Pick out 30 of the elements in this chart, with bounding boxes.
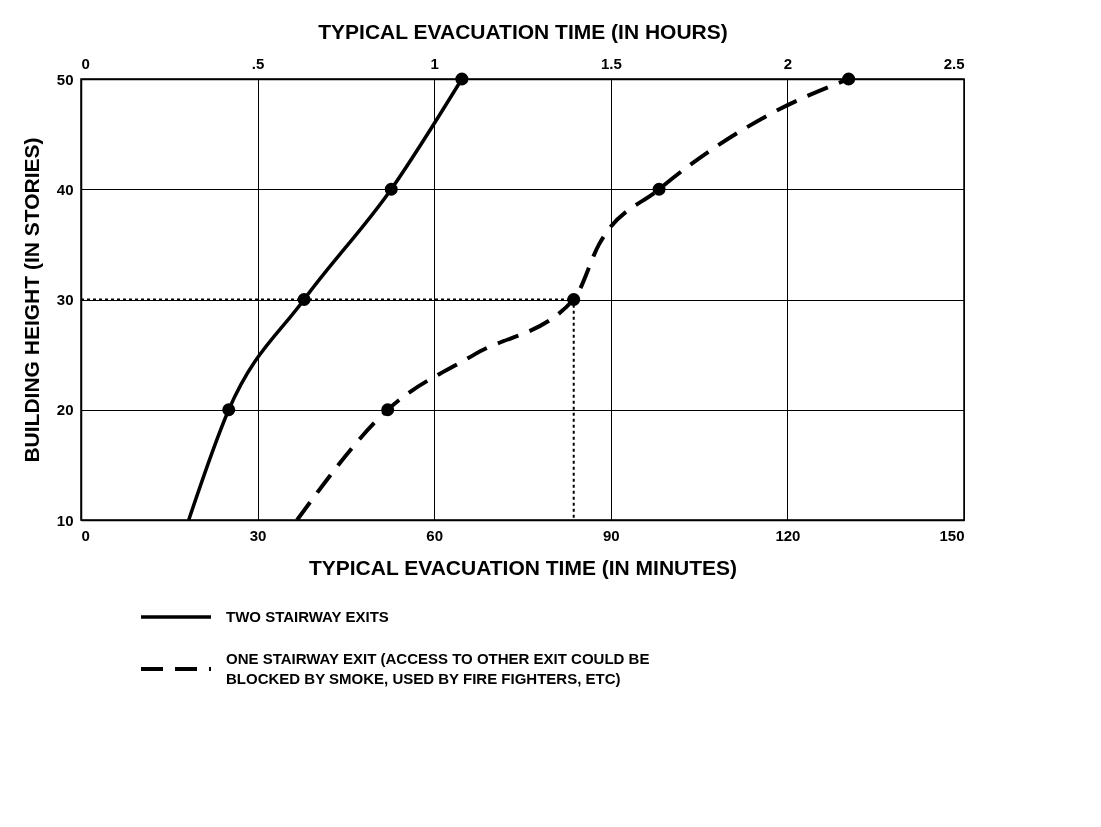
x-axis-title: TYPICAL EVACUATION TIME (IN MINUTES) [308, 555, 738, 579]
point [455, 72, 469, 86]
x-tick-label: 60 [426, 526, 444, 544]
y-tick-label: 20 [56, 401, 74, 419]
x2-tick-label: 2.5 [943, 54, 965, 72]
point [567, 292, 581, 307]
y-tick-label: 10 [56, 511, 74, 529]
x2-tick-label: 1 [430, 54, 439, 72]
x2-tick-label: 1.5 [600, 54, 622, 72]
x-tick-label: 150 [939, 526, 965, 544]
y-tick-label: 50 [56, 70, 74, 88]
point [384, 182, 398, 196]
legend-label: TWO STAIRWAY EXITS [226, 608, 389, 625]
x2-tick-label: 0 [81, 54, 90, 72]
point [652, 182, 666, 196]
x2-axis-title: TYPICAL EVACUATION TIME (IN HOURS) [318, 19, 728, 43]
y-tick-label: 30 [56, 291, 74, 308]
point [381, 403, 395, 417]
x-tick-label: 90 [602, 526, 620, 544]
point [297, 292, 311, 307]
point [222, 403, 236, 417]
x2-tick-label: .5 [251, 54, 265, 72]
y-tick-label: 40 [56, 180, 74, 198]
legend-label: ONE STAIRWAY EXIT (ACCESS TO OTHER EXIT COULD BE BLOCKED BY SMOKE, USED BY FIRE FIGHTERS, ETC) [226, 650, 650, 687]
y-axis-title: BUILDING HEIGHT (IN STORIES) [19, 137, 43, 463]
x-tick-label: 30 [249, 526, 267, 544]
x-tick-label: 120 [775, 526, 801, 544]
point [842, 72, 856, 86]
x-tick-label: 0 [81, 526, 90, 544]
x2-tick-label: 2 [783, 54, 793, 72]
